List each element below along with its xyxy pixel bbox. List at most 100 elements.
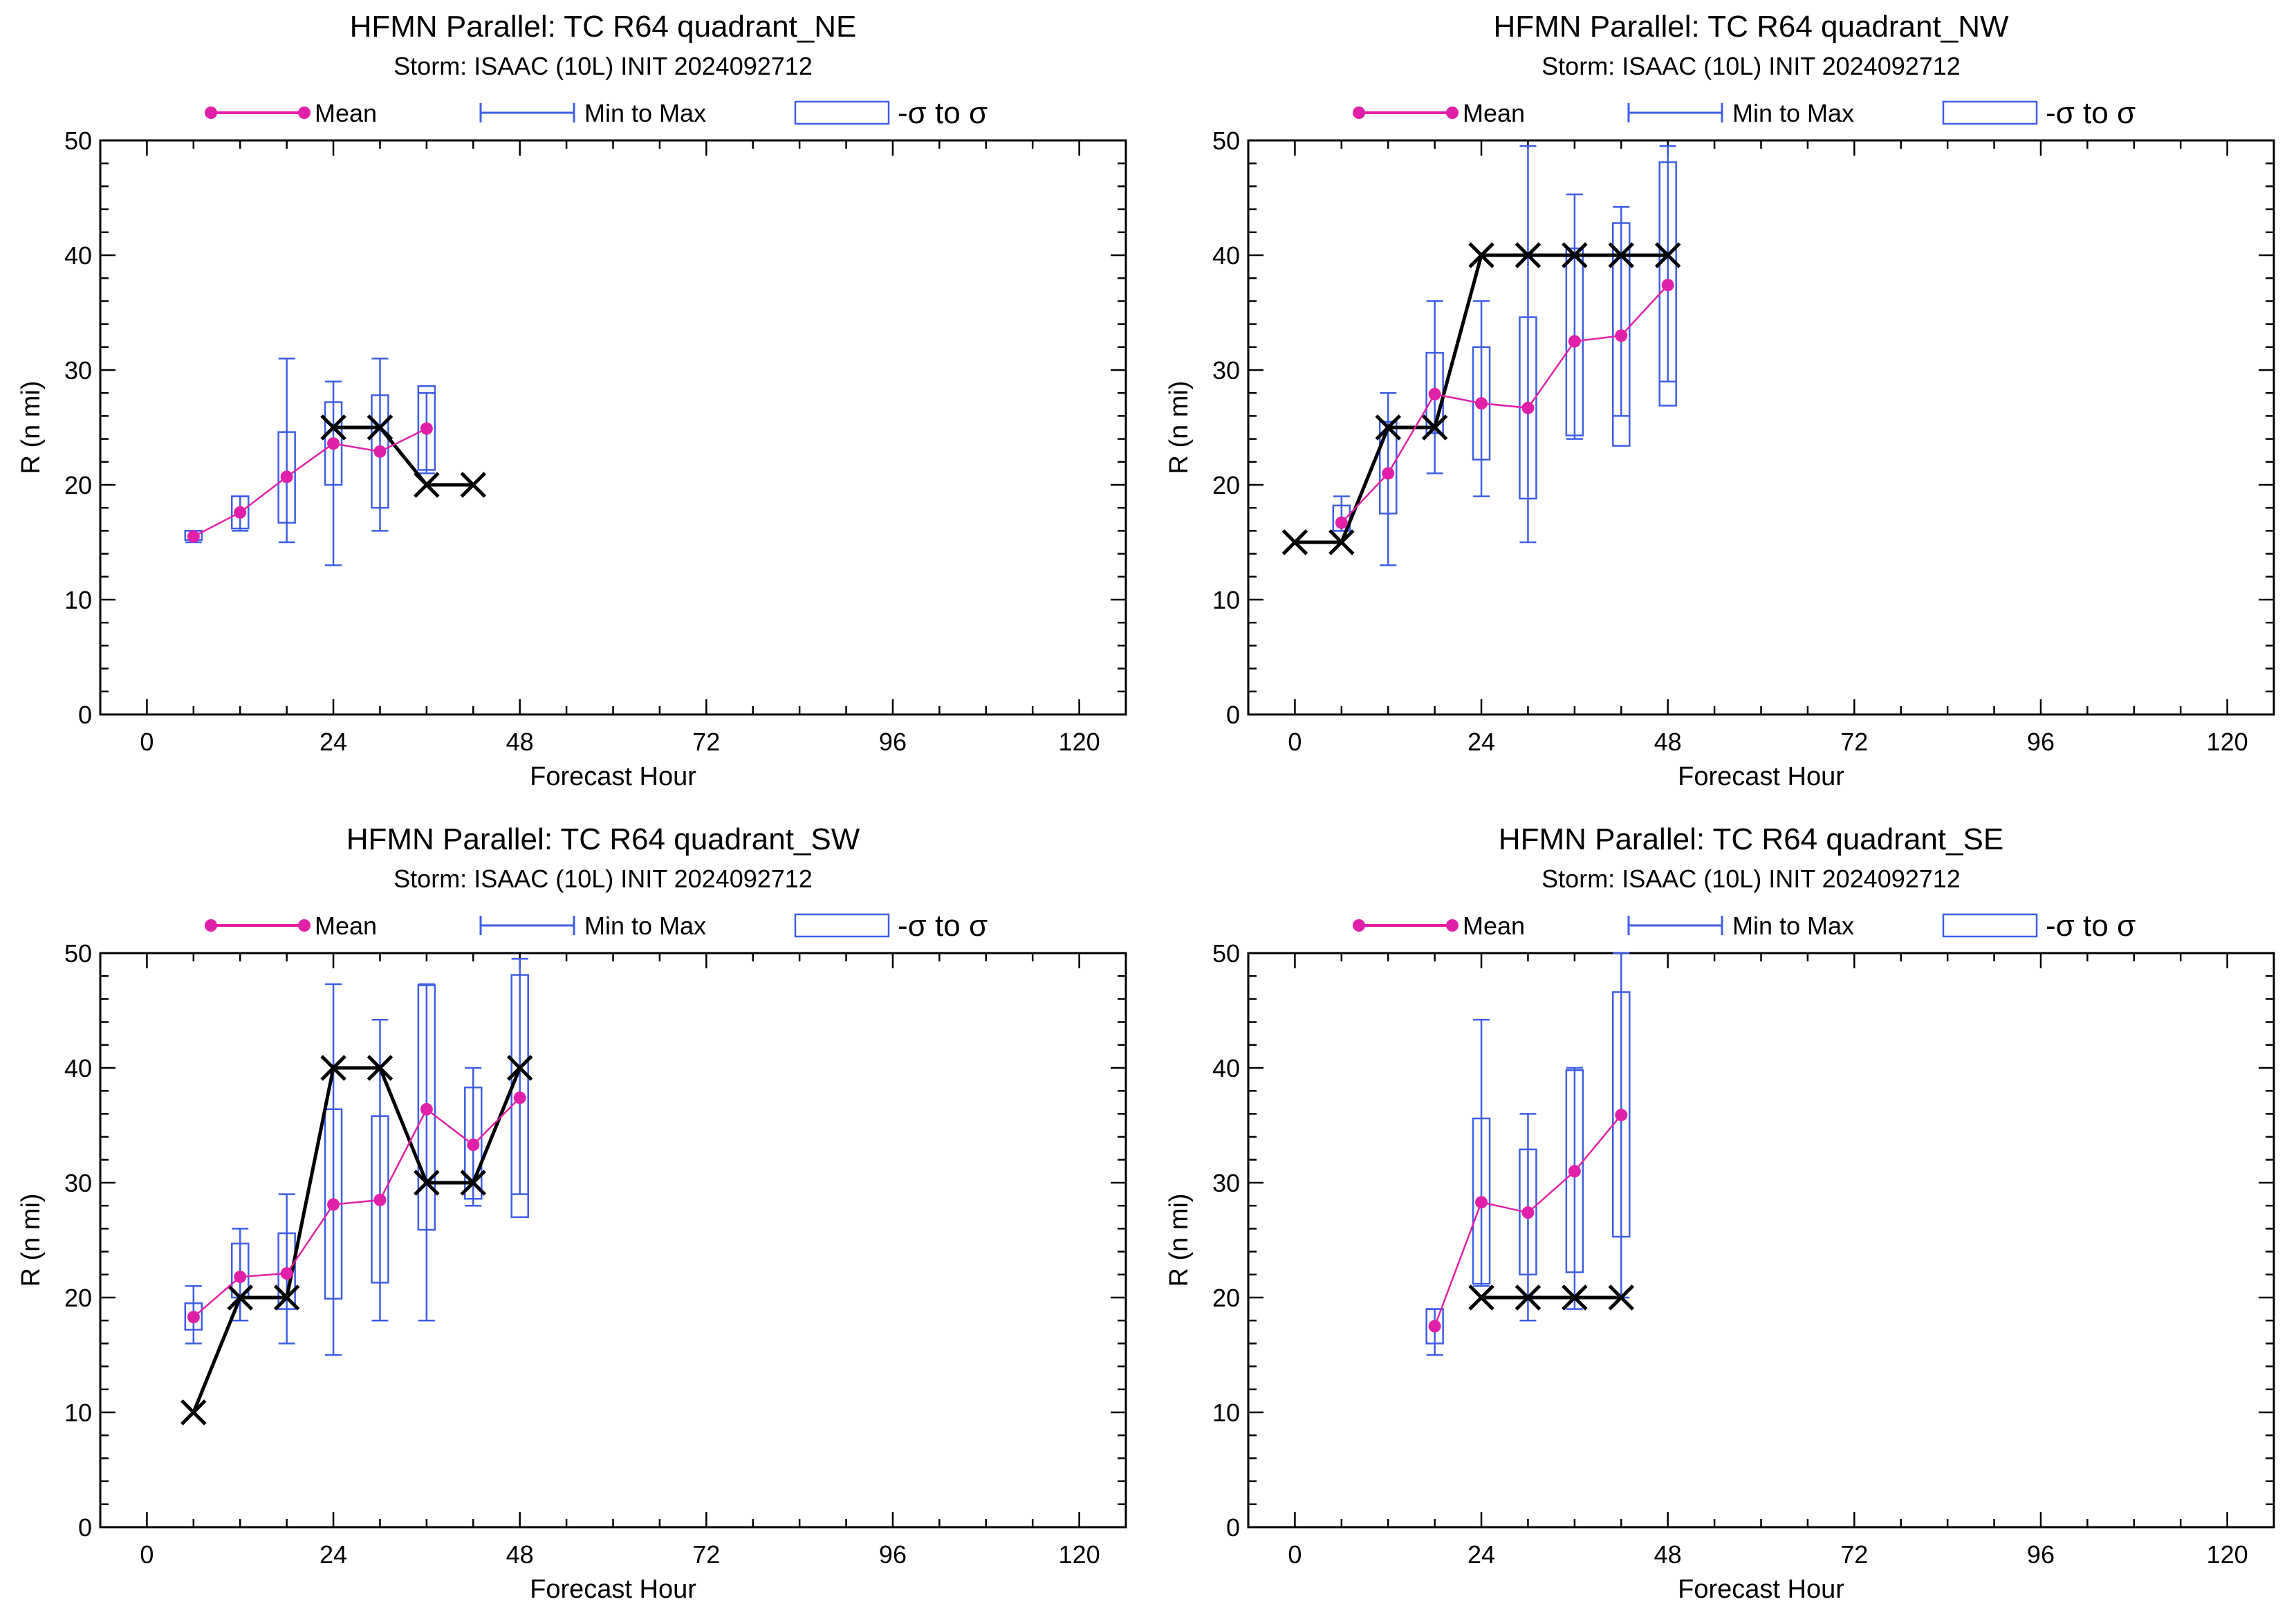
plot-frame	[1247, 952, 2275, 1529]
y-tick-label: 10	[1212, 586, 1240, 614]
x-axis-label: Forecast Hour	[1678, 762, 1844, 791]
mean-point	[1661, 279, 1674, 292]
legend-mean-marker	[298, 919, 311, 932]
observed-x-marker	[1515, 242, 1542, 268]
observed-x-stroke	[320, 414, 346, 441]
observed-x-marker	[320, 414, 346, 441]
mean-point	[280, 1267, 293, 1280]
x-tick-label: 48	[1654, 1540, 1682, 1569]
observed-x-marker	[1468, 242, 1494, 268]
observed-x-marker	[460, 1170, 487, 1196]
mean-point	[1428, 1320, 1441, 1333]
y-tick-label: 30	[1212, 1169, 1240, 1197]
y-tick-label: 10	[1212, 1399, 1240, 1427]
observed-x-marker	[460, 472, 487, 498]
legend-range-label: Min to Max	[1732, 99, 1854, 127]
sigma-box	[1472, 1117, 1491, 1285]
plot-frame	[99, 952, 1127, 1529]
legend: Mean Min to Max -σ to σ	[205, 909, 988, 943]
legend-range-label: Min to Max	[584, 912, 706, 940]
legend-mean-label: Mean	[315, 99, 377, 127]
chart-subtitle: Storm: ISAAC (10L) INIT 2024092712	[1542, 52, 1961, 80]
observed-x-marker	[1281, 529, 1308, 555]
legend: Mean Min to Max -σ to σ	[1353, 96, 2136, 130]
mean-point	[1568, 335, 1581, 348]
x-tick-label: 48	[1654, 728, 1682, 756]
observed-x-marker	[1654, 242, 1681, 268]
y-tick-label: 0	[78, 701, 92, 729]
x-tick-label: 48	[506, 728, 534, 756]
observed-x-stroke	[1281, 529, 1308, 555]
observed-x-marker	[414, 472, 440, 498]
chart-title: HFMN Parallel: TC R64 quadrant_NE	[350, 10, 857, 44]
mean-point	[1568, 1165, 1581, 1178]
chart-title: HFMN Parallel: TC R64 quadrant_SW	[346, 822, 860, 856]
y-axis-label: R (n mi)	[17, 380, 46, 474]
y-tick-label: 40	[64, 241, 92, 270]
sigma-box	[1565, 1069, 1584, 1273]
observed-x-marker	[320, 1055, 346, 1081]
observed-x-marker	[1421, 414, 1448, 441]
mean-point	[1428, 387, 1441, 400]
observed-x-marker	[1562, 242, 1588, 268]
sigma-box	[1519, 1148, 1537, 1276]
mean-point	[420, 422, 433, 435]
sigma-box	[277, 1232, 296, 1310]
legend-mean-label: Mean	[315, 912, 377, 940]
sigma-box	[1425, 1308, 1444, 1345]
legend-mean-marker	[298, 107, 311, 119]
observed-x-stroke	[367, 1055, 394, 1081]
observed-x-stroke	[180, 1399, 207, 1425]
y-tick-label: 10	[64, 586, 92, 614]
observed-x-stroke	[1375, 414, 1401, 441]
legend-mean-marker	[1353, 107, 1365, 119]
legend-mean-label: Mean	[1463, 912, 1525, 940]
observed-x-stroke	[1654, 242, 1681, 268]
sigma-box	[464, 1086, 483, 1200]
x-tick-label: 120	[2207, 1540, 2248, 1569]
y-axis-label: R (n mi)	[1165, 380, 1194, 474]
observed-x-stroke	[506, 1055, 533, 1081]
mean-point	[373, 1193, 387, 1206]
y-tick-label: 30	[1212, 356, 1240, 385]
legend-mean-marker	[205, 107, 217, 119]
sigma-box	[371, 1115, 389, 1284]
x-tick-label: 96	[879, 728, 907, 756]
x-tick-label: 24	[320, 728, 347, 756]
sigma-box	[417, 984, 436, 1231]
observed-x-marker	[1608, 242, 1635, 268]
observed-x-marker	[414, 1170, 440, 1196]
observed-x-marker	[1608, 1284, 1635, 1311]
legend-mean-label: Mean	[1463, 99, 1525, 127]
observed-line	[333, 425, 474, 487]
legend-sigma-label: -σ to σ	[898, 96, 988, 130]
sigma-box	[324, 401, 343, 486]
observed-x-marker	[1375, 414, 1401, 441]
x-tick-label: 120	[1059, 728, 1100, 756]
legend: Mean Min to Max -σ to σ	[205, 96, 988, 130]
legend-sigma-label: -σ to σ	[898, 909, 988, 943]
x-tick-label: 72	[692, 1540, 720, 1569]
chart-subtitle: Storm: ISAAC (10L) INIT 2024092712	[1542, 865, 1961, 893]
observed-x-stroke	[320, 1055, 346, 1081]
mean-point	[234, 506, 247, 519]
x-axis-label: Forecast Hour	[530, 762, 696, 791]
mean-point	[373, 445, 387, 458]
chart-title: HFMN Parallel: TC R64 quadrant_SE	[1499, 822, 2003, 856]
observed-x-marker	[1328, 529, 1355, 555]
y-tick-label: 20	[64, 1284, 92, 1312]
x-tick-label: 72	[1840, 728, 1868, 756]
observed-x-stroke	[414, 1170, 440, 1196]
legend-sigma-box	[794, 100, 890, 125]
mean-point	[513, 1091, 526, 1105]
mean-point	[1475, 1196, 1488, 1209]
sigma-box	[1658, 161, 1677, 407]
y-tick-label: 10	[64, 1399, 92, 1427]
x-tick-label: 120	[1059, 1540, 1100, 1569]
mean-point	[280, 470, 293, 483]
mean-point	[1475, 397, 1488, 410]
y-tick-label: 0	[78, 1513, 92, 1542]
x-tick-label: 72	[1840, 1540, 1868, 1569]
legend-mean-marker	[1446, 107, 1459, 119]
y-tick-label: 40	[1212, 241, 1240, 270]
